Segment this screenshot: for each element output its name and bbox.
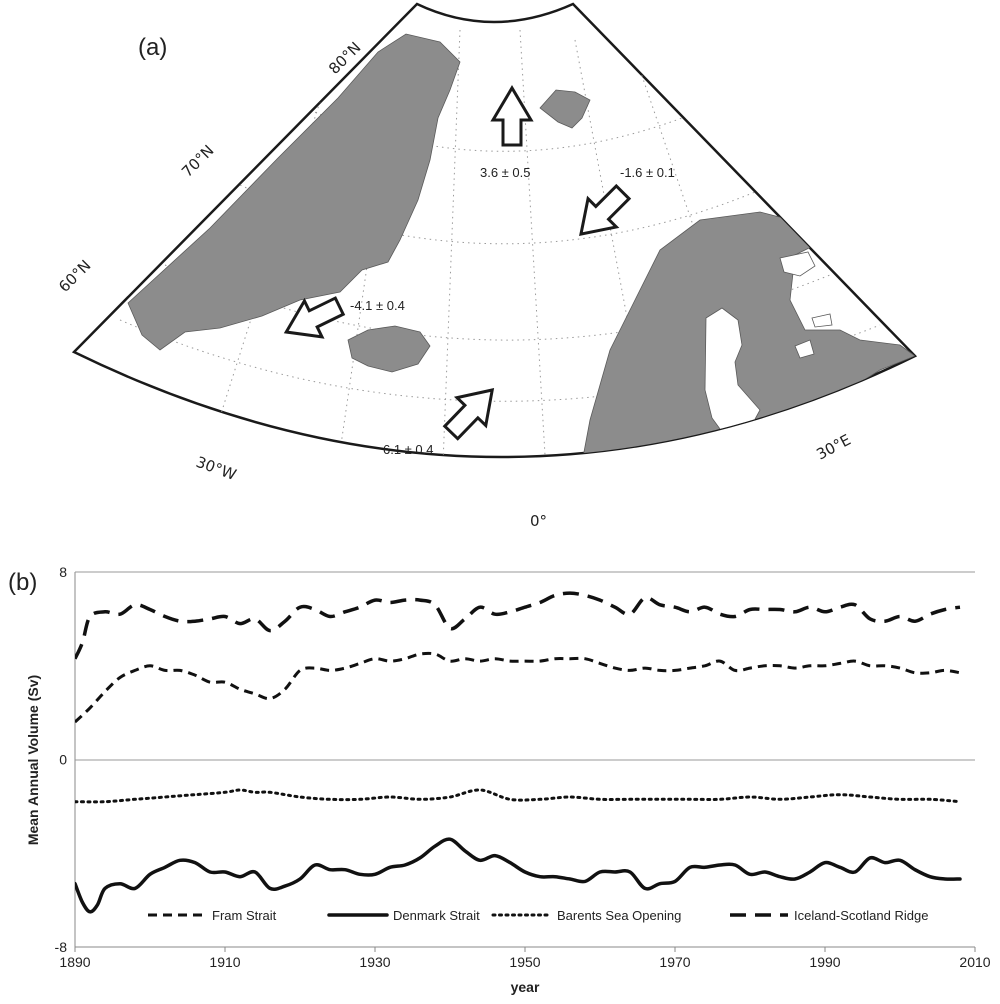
denmark-arrow-icon <box>283 296 346 339</box>
map-panel: (a) <box>55 2 918 530</box>
series-line-denmark-strait <box>75 837 962 914</box>
series-line-iceland-scotland-ridge <box>75 591 961 660</box>
x-tick-labels: 1890 1910 1930 1950 1970 1990 2010 <box>59 947 991 970</box>
fram-arrow-icon <box>490 85 534 147</box>
britain <box>468 472 512 506</box>
x-tick-label: 1970 <box>659 954 690 970</box>
y-tick-label: 8 <box>59 564 67 580</box>
iceland <box>347 325 431 373</box>
lon-label-0: 0° <box>530 512 547 530</box>
y-tick-labels: 8 0 -8 <box>55 564 68 955</box>
x-tick-label: 1950 <box>509 954 540 970</box>
legend-label: Barents Sea Opening <box>557 908 681 923</box>
lat-label-70n: 70°N <box>178 141 217 180</box>
x-tick-label: 1890 <box>59 954 90 970</box>
x-tick-label: 1910 <box>209 954 240 970</box>
y-tick-label: -8 <box>55 939 68 955</box>
y-tick-label: 0 <box>59 752 67 768</box>
x-tick-label: 1930 <box>359 954 390 970</box>
legend-label: Denmark Strait <box>393 908 480 923</box>
map-land <box>127 33 915 506</box>
legend-label: Fram Strait <box>212 908 277 923</box>
lat-label-60n: 60°N <box>55 256 94 295</box>
flux-label-barents: -1.6 ± 0.1 <box>620 165 675 180</box>
chart-panel-label: (b) <box>8 569 37 596</box>
series-line-barents-sea-opening <box>75 788 962 804</box>
svalbard <box>539 89 591 129</box>
chart-panel: (b) 8 0 -8 1890 1910 1930 1950 1970 1990 2010 ye… <box>8 564 991 995</box>
lon-label-30w: 30°W <box>194 453 239 484</box>
iceland-scotland-arrow-icon <box>442 388 495 441</box>
series-line-fram-strait <box>75 651 961 724</box>
greenland <box>127 33 461 351</box>
map-panel-label: (a) <box>138 34 167 61</box>
flux-label-denmark: -4.1 ± 0.4 <box>350 298 405 313</box>
flux-label-iceland-scotland: 6.1 ± 0.4 <box>383 442 434 457</box>
legend-label: Iceland-Scotland Ridge <box>794 908 928 923</box>
x-axis-title: year <box>511 979 540 995</box>
flux-arrows <box>283 85 632 441</box>
x-tick-label: 2010 <box>959 954 990 970</box>
series-lines <box>75 591 962 914</box>
flux-label-fram: 3.6 ± 0.5 <box>480 165 531 180</box>
legend: Fram Strait Denmark Strait Barents Sea Ope… <box>148 908 928 923</box>
lon-label-30e: 30°E <box>813 431 853 464</box>
x-tick-label: 1990 <box>809 954 840 970</box>
inland-water <box>704 251 833 441</box>
y-axis-title: Mean Annual Volume (Sv) <box>25 675 41 845</box>
barents-arrow-icon <box>579 183 632 236</box>
